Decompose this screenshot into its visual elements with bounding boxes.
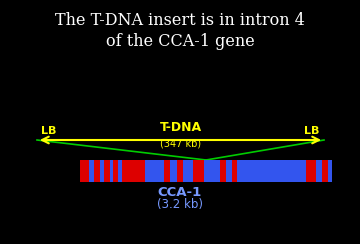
Text: (347 kb): (347 kb) bbox=[160, 139, 201, 149]
Text: T-DNA: T-DNA bbox=[159, 121, 202, 134]
Bar bbox=[113, 160, 118, 182]
Bar bbox=[122, 160, 145, 182]
Bar bbox=[322, 160, 328, 182]
Text: (3.2 kb): (3.2 kb) bbox=[157, 198, 203, 211]
Bar bbox=[94, 160, 100, 182]
Bar bbox=[164, 160, 170, 182]
Text: CCA-1: CCA-1 bbox=[158, 186, 202, 199]
Bar bbox=[232, 160, 237, 182]
Bar bbox=[306, 160, 316, 182]
Text: LB: LB bbox=[41, 126, 57, 136]
Bar bbox=[177, 160, 183, 182]
Bar bbox=[80, 160, 332, 182]
Bar bbox=[193, 160, 204, 182]
Text: The T-DNA insert is in intron 4
of the CCA-1 gene: The T-DNA insert is in intron 4 of the C… bbox=[55, 12, 305, 50]
Bar bbox=[104, 160, 110, 182]
Text: LB: LB bbox=[304, 126, 320, 136]
Bar bbox=[80, 160, 89, 182]
Bar bbox=[220, 160, 226, 182]
